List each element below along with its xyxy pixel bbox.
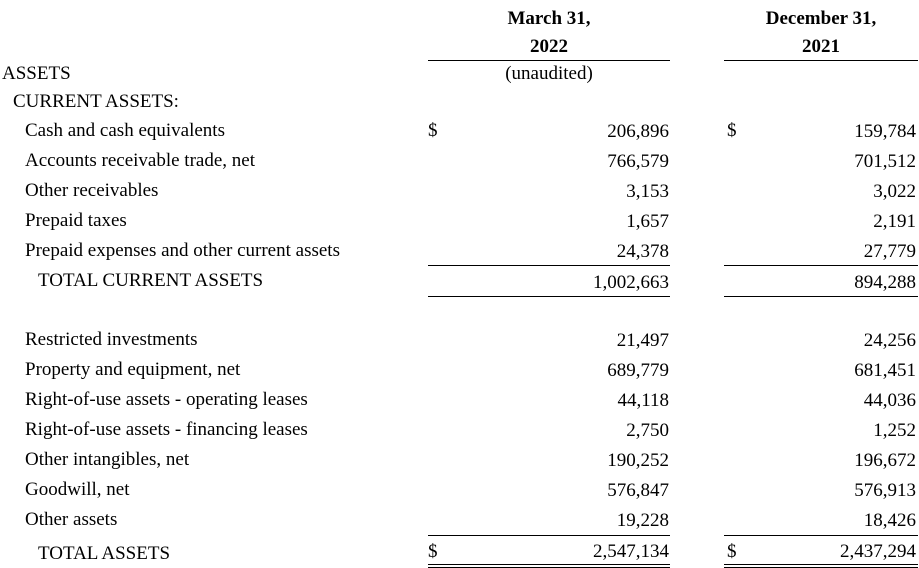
row-value-col2: 27,779 bbox=[863, 241, 916, 262]
total-assets-double-rule-col2 bbox=[724, 564, 918, 568]
total-assets-col2: 2,437,294 bbox=[840, 541, 916, 562]
subsection-title-current-assets: CURRENT ASSETS: bbox=[13, 91, 179, 112]
row-value-col1: 44,118 bbox=[617, 390, 669, 411]
col1-header-rule bbox=[428, 60, 670, 61]
col2-header-line2: 2021 bbox=[802, 36, 840, 57]
row-currency-col1: $ bbox=[428, 120, 438, 141]
current-assets-subtotal-rule-col1 bbox=[428, 265, 670, 266]
row-value-col1: 19,228 bbox=[616, 510, 669, 531]
row-value-col1: 576,847 bbox=[607, 480, 669, 501]
row-label: Right-of-use assets - operating leases bbox=[25, 389, 308, 410]
total-current-assets-bottom-rule-col1 bbox=[428, 296, 670, 297]
row-label: Other intangibles, net bbox=[25, 449, 190, 470]
row-label: Cash and cash equivalents bbox=[25, 120, 225, 141]
row-value-col2: 681,451 bbox=[854, 360, 916, 381]
row-value-col1: 689,779 bbox=[607, 360, 669, 381]
total-current-assets-bottom-rule-col2 bbox=[724, 296, 918, 297]
total-assets-col2-currency: $ bbox=[727, 541, 737, 562]
row-value-col1: 2,750 bbox=[626, 420, 669, 441]
total-current-assets-label: TOTAL CURRENT ASSETS bbox=[38, 270, 264, 291]
row-value-col1: 206,896 bbox=[607, 121, 669, 142]
row-value-col2: 3,022 bbox=[873, 181, 916, 202]
row-value-col1: 766,579 bbox=[607, 151, 669, 172]
row-value-col2: 2,191 bbox=[873, 211, 916, 232]
col1-unaudited-note: (unaudited) bbox=[505, 63, 593, 84]
row-value-col2: 1,252 bbox=[873, 420, 916, 441]
total-assets-col1: 2,547,134 bbox=[593, 541, 669, 562]
row-label: Prepaid expenses and other current asset… bbox=[25, 240, 340, 261]
col1-header-line2: 2022 bbox=[530, 36, 568, 57]
total-assets-label: TOTAL ASSETS bbox=[38, 543, 171, 564]
row-value-col2: 196,672 bbox=[854, 450, 916, 471]
col2-header-line1: December 31, bbox=[765, 8, 877, 29]
row-value-col2: 576,913 bbox=[854, 480, 916, 501]
current-assets-subtotal-rule-col2 bbox=[724, 265, 918, 266]
total-assets-col1-currency: $ bbox=[428, 541, 438, 562]
row-label: Property and equipment, net bbox=[25, 359, 241, 380]
row-value-col2: 24,256 bbox=[863, 330, 916, 351]
col2-header-rule bbox=[724, 60, 918, 61]
row-label: Right-of-use assets - financing leases bbox=[25, 419, 308, 440]
row-currency-col2: $ bbox=[727, 120, 737, 141]
row-value-col2: 44,036 bbox=[863, 390, 916, 411]
row-value-col1: 21,497 bbox=[616, 330, 669, 351]
row-value-col1: 190,252 bbox=[607, 450, 669, 471]
total-current-assets-col2: 894,288 bbox=[854, 272, 916, 293]
total-assets-double-rule-col1 bbox=[428, 564, 670, 568]
total-assets-top-rule-col2 bbox=[724, 535, 918, 536]
total-assets-top-rule-col1 bbox=[428, 535, 670, 536]
row-value-col2: 159,784 bbox=[854, 121, 916, 142]
row-label: Prepaid taxes bbox=[25, 210, 127, 231]
row-label: Restricted investments bbox=[25, 329, 198, 350]
section-title-assets: ASSETS bbox=[2, 63, 71, 84]
row-label: Other receivables bbox=[25, 180, 159, 201]
row-label: Other assets bbox=[25, 509, 118, 530]
row-label: Goodwill, net bbox=[25, 479, 130, 500]
row-value-col1: 3,153 bbox=[626, 181, 669, 202]
col1-header-line1: March 31, bbox=[507, 8, 591, 29]
row-value-col1: 1,657 bbox=[626, 211, 669, 232]
row-value-col2: 18,426 bbox=[863, 510, 916, 531]
row-label: Accounts receivable trade, net bbox=[25, 150, 255, 171]
row-value-col2: 701,512 bbox=[854, 151, 916, 172]
row-value-col1: 24,378 bbox=[616, 241, 669, 262]
total-current-assets-col1: 1,002,663 bbox=[593, 272, 669, 293]
